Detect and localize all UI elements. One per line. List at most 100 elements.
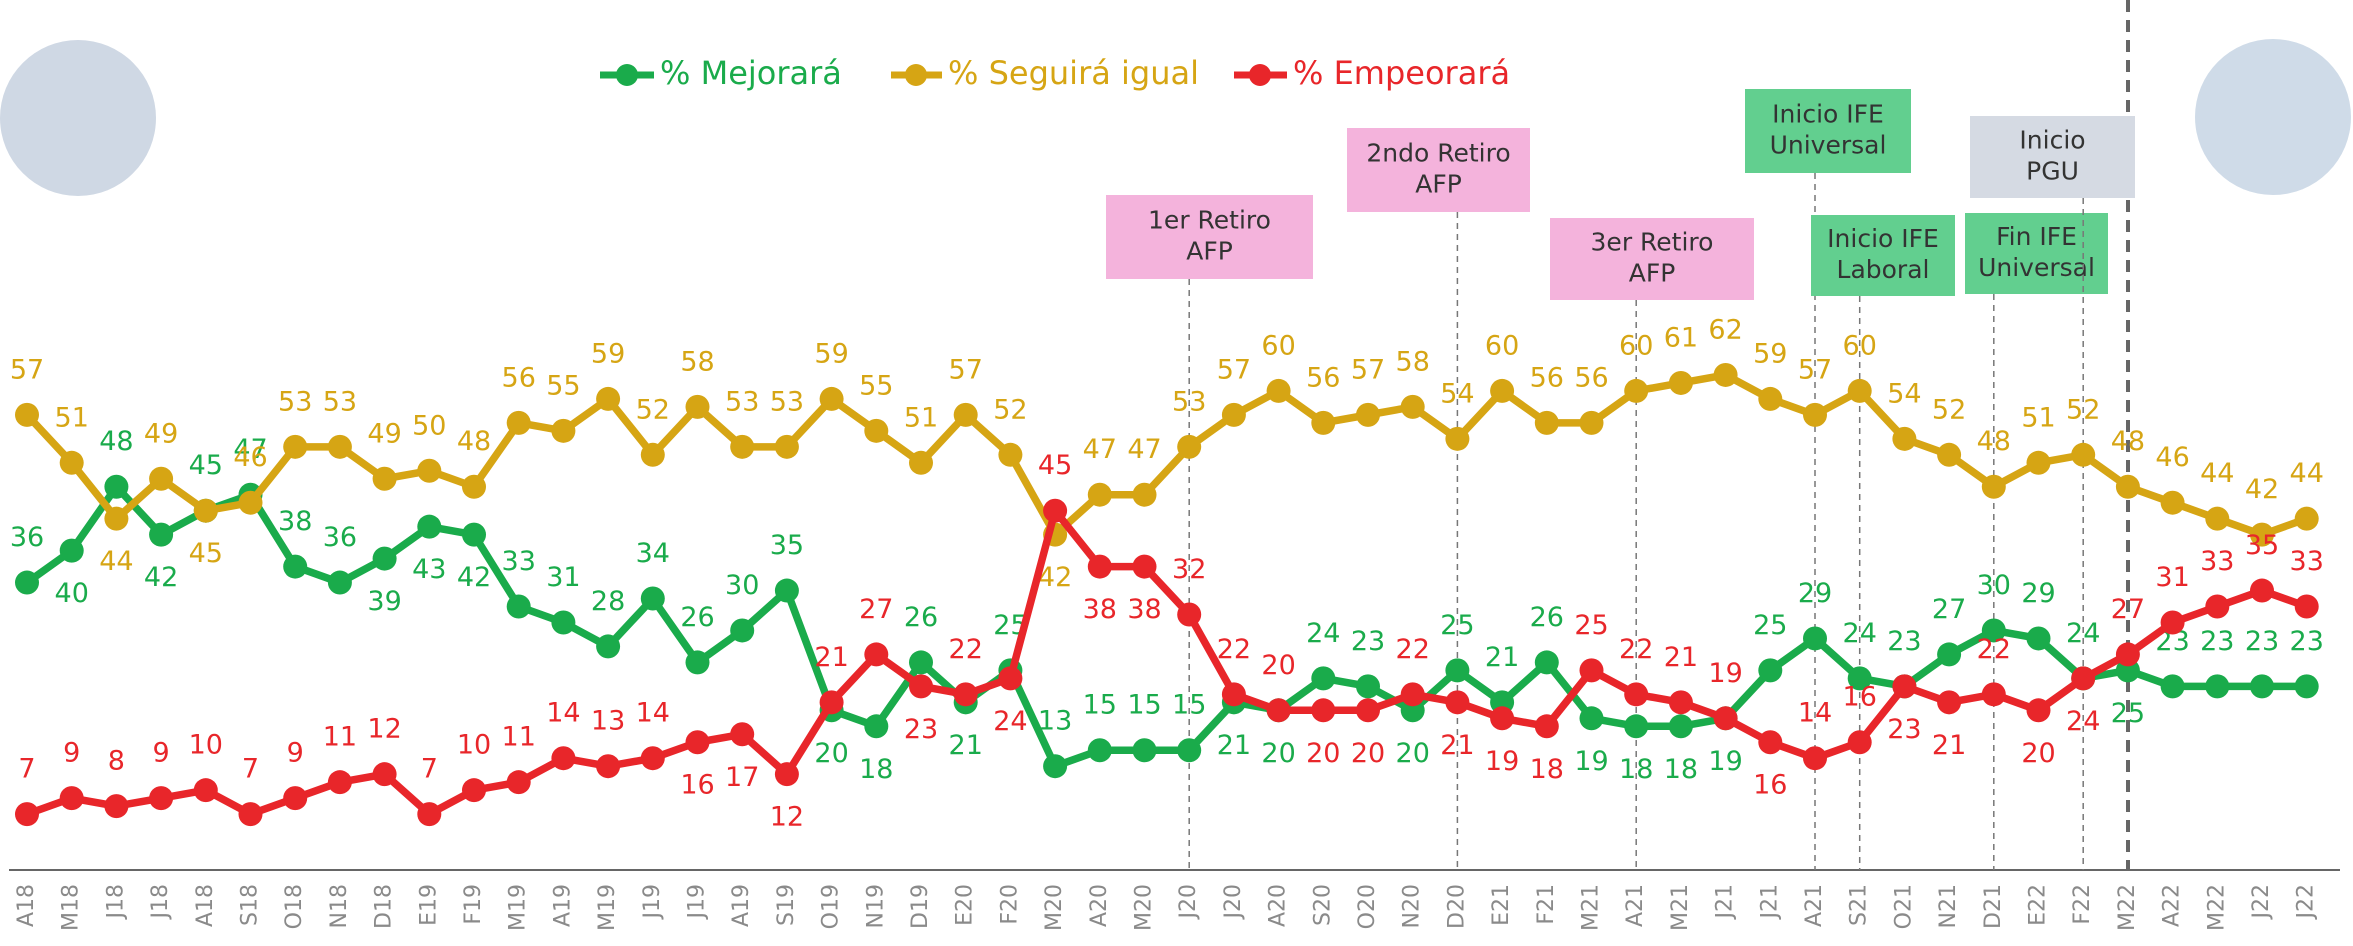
data-point [1132, 738, 1157, 763]
data-point [819, 386, 844, 411]
data-point [15, 802, 39, 827]
data-label: 22 [1217, 634, 1251, 665]
x-tick-label: M19 [595, 884, 620, 931]
x-tick-label: E19 [416, 884, 441, 926]
data-point [2205, 594, 2230, 619]
x-tick-label: A19 [550, 884, 575, 927]
event-label: Laboral [1837, 255, 1930, 284]
data-point [2205, 506, 2230, 531]
data-point [640, 586, 665, 611]
data-point [1668, 370, 1693, 395]
data-label: 20 [1396, 738, 1430, 769]
data-label: 14 [636, 698, 670, 729]
data-label: 55 [859, 370, 893, 401]
data-point [1534, 650, 1559, 675]
data-point [1177, 434, 1202, 459]
data-label: 49 [367, 418, 401, 449]
data-point [59, 538, 84, 563]
data-point [774, 762, 799, 787]
data-point [2294, 594, 2319, 619]
data-label: 23 [2200, 626, 2234, 657]
data-label: 35 [2245, 530, 2279, 561]
data-point [730, 434, 755, 459]
data-label: 44 [2200, 458, 2234, 489]
data-label: 56 [1306, 362, 1340, 393]
data-point [1668, 714, 1693, 739]
x-tick-label: E22 [2026, 884, 2051, 926]
data-label: 21 [949, 730, 983, 761]
data-label: 57 [1351, 354, 1385, 385]
event-label: Inicio IFE [1772, 100, 1884, 129]
data-label: 58 [680, 346, 714, 377]
data-point [1043, 498, 1068, 523]
data-label: 21 [1440, 730, 1474, 761]
legend-label: % Empeorará [1293, 54, 1510, 92]
event-label: Universal [1978, 253, 2095, 282]
data-label: 44 [2290, 458, 2324, 489]
data-point [59, 450, 84, 475]
data-point [327, 770, 352, 795]
data-point [1668, 690, 1693, 715]
data-label: 22 [949, 634, 983, 665]
data-point [1043, 754, 1068, 779]
legend-label: % Mejorará [660, 54, 842, 92]
data-label: 11 [323, 722, 357, 753]
x-tick-label: O19 [819, 884, 844, 929]
data-label: 42 [457, 562, 491, 593]
data-point [1534, 410, 1559, 435]
x-tick-label: O20 [1355, 884, 1380, 929]
data-point [238, 490, 263, 515]
data-label: 14 [1798, 698, 1832, 729]
data-point [1803, 746, 1827, 771]
data-label: 58 [1396, 346, 1430, 377]
data-label: 53 [278, 386, 312, 417]
data-label: 13 [591, 706, 625, 737]
data-point [1490, 378, 1515, 403]
data-label: 21 [1664, 642, 1698, 673]
event-box [1347, 128, 1530, 212]
data-label: 20 [1306, 738, 1340, 769]
data-point [1311, 698, 1336, 723]
data-point [2250, 578, 2274, 603]
data-label: 39 [367, 586, 401, 617]
data-label: 60 [1843, 330, 1877, 361]
event-label: AFP [1415, 170, 1462, 199]
data-point [1221, 682, 1246, 707]
data-label: 19 [1708, 746, 1742, 777]
data-point [774, 434, 799, 459]
data-label: 26 [680, 602, 714, 633]
data-label: 32 [1172, 554, 1206, 585]
data-label: 18 [1664, 754, 1698, 785]
data-label: 11 [502, 722, 536, 753]
x-tick-label: S20 [1310, 884, 1335, 926]
data-point [685, 394, 710, 419]
data-label: 50 [412, 410, 446, 441]
x-tick-label: E20 [953, 884, 978, 926]
data-label: 24 [2066, 618, 2100, 649]
x-tick-label: O21 [1891, 884, 1916, 929]
data-label: 25 [2111, 698, 2145, 729]
data-label: 61 [1664, 322, 1698, 353]
data-label: 23 [1887, 626, 1921, 657]
data-label: 54 [1887, 378, 1921, 409]
data-label: 31 [2155, 562, 2189, 593]
data-point [1400, 394, 1425, 419]
legend-dot [1249, 64, 1271, 86]
event-box [1965, 213, 2108, 294]
data-point [1937, 642, 1962, 667]
data-point [2115, 474, 2140, 499]
data-point [1356, 402, 1380, 427]
data-label: 48 [2111, 426, 2145, 457]
x-tick-label: D20 [1444, 884, 1469, 929]
data-point [1579, 410, 1604, 435]
event-box [1106, 195, 1313, 279]
legend-label: % Seguirá igual [948, 54, 1199, 92]
x-tick-label: A22 [2160, 884, 2185, 927]
data-label: 33 [2200, 546, 2234, 577]
data-point [15, 402, 39, 427]
x-tick-label: D21 [1981, 884, 2006, 929]
data-point [2115, 642, 2140, 667]
x-tick-label: D18 [372, 884, 397, 929]
data-label: 26 [904, 602, 938, 633]
